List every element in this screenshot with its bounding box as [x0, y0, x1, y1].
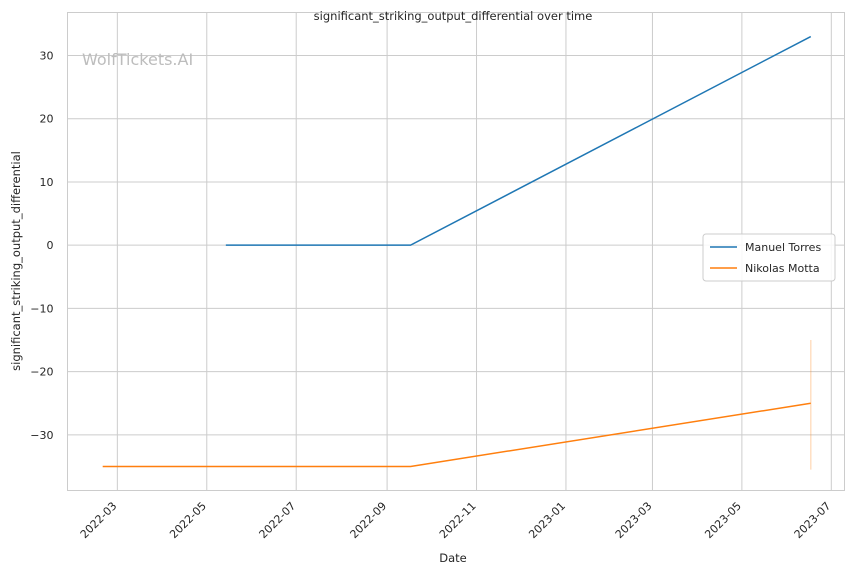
y-axis-label: significant_striking_output_differential: [9, 151, 23, 371]
ticks: 2022-03 2022-05 2022-07 2022-09 2022-11 2023-…: [30, 49, 833, 541]
plot-frame: [67, 12, 845, 491]
series-line-nikolas-motta: [102, 402, 811, 468]
series-line-manuel-torres: [225, 35, 812, 246]
y-tick-label: −10: [30, 302, 53, 315]
x-tick-label: 2023-03: [613, 499, 655, 541]
x-tick-label: 2023-05: [702, 499, 744, 541]
y-tick-label: 10: [40, 176, 54, 189]
y-tick-label: −30: [30, 429, 53, 442]
legend: Manuel Torres Nikolas Motta: [702, 233, 836, 282]
chart-title: significant_striking_output_differential…: [314, 9, 593, 23]
x-tick-label: 2022-11: [437, 499, 479, 541]
y-tick-label: 20: [40, 113, 54, 126]
x-tick-label: 2022-09: [348, 499, 390, 541]
x-axis-label: Date: [439, 551, 467, 565]
y-tick-label: 30: [40, 49, 54, 62]
x-tick-label: 2023-01: [526, 499, 568, 541]
y-tick-label: −20: [30, 366, 53, 379]
y-tick-label: 0: [47, 239, 54, 252]
x-tick-label: 2023-07: [792, 499, 834, 541]
x-tick-label: 2022-03: [78, 499, 120, 541]
series-layer: [102, 35, 812, 470]
watermark: WolfTickets.AI: [82, 50, 193, 69]
x-tick-label: 2022-05: [167, 499, 209, 541]
legend-label-nikolas-motta: Nikolas Motta: [745, 262, 820, 275]
legend-label-manuel-torres: Manuel Torres: [745, 241, 821, 254]
legend-box: [702, 233, 836, 282]
x-tick-label: 2022-07: [257, 499, 299, 541]
